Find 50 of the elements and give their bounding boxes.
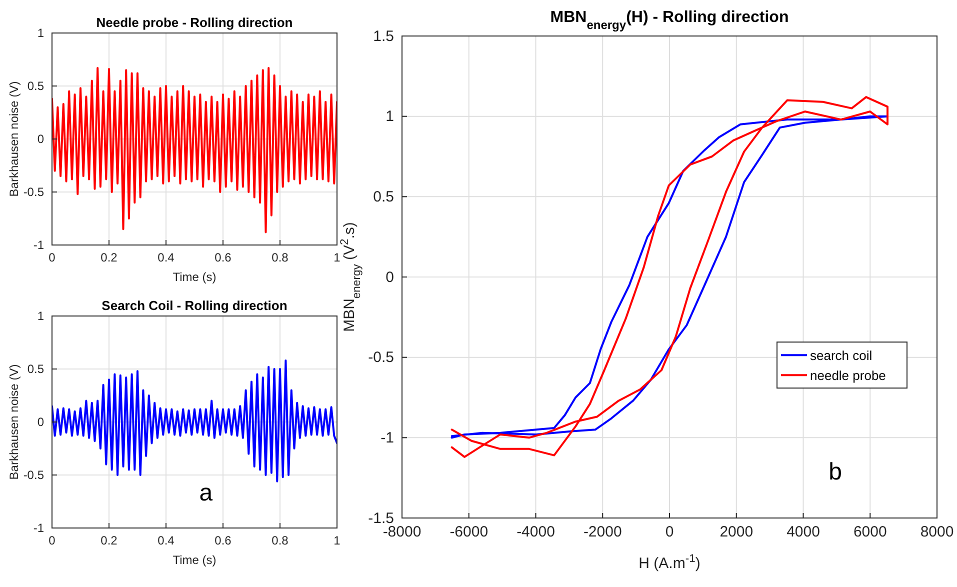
x-tick-label: -6000	[450, 524, 488, 541]
y-tick-label: -1	[33, 520, 44, 535]
y-tick-label: -0.5	[368, 349, 394, 366]
y-tick-label: 0	[386, 268, 394, 286]
y-tick-label: 0	[37, 414, 44, 429]
x-tick-label: 0.2	[100, 534, 118, 548]
y-tick-label: 0.5	[27, 78, 44, 93]
y-tick-label: 0.5	[27, 362, 44, 376]
y-tick-label: 1.5	[373, 28, 394, 45]
x-tick-label: 4000	[786, 524, 820, 541]
line-series	[52, 360, 337, 482]
x-tick-label: 1	[334, 250, 341, 265]
annotation: a	[199, 479, 214, 506]
legend-label: search coil	[810, 348, 872, 364]
y-tick-label: 0.5	[373, 188, 394, 206]
x-tick-label: 0.4	[158, 250, 175, 265]
x-tick-label: 0.6	[214, 250, 232, 265]
x-axis-title: H (A.m$^{-1}$)	[638, 553, 700, 572]
y-tick-label: 1	[37, 26, 44, 40]
annotation: b	[828, 458, 842, 486]
x-tick-label: -4000	[516, 524, 555, 541]
x-tick-label: 0.4	[158, 534, 175, 548]
x-tick-label: 6000	[853, 524, 887, 541]
x-tick-label: 0.8	[272, 250, 289, 265]
y-tick-label: 1	[386, 108, 394, 126]
y-axis-title: Barkhausen noise (V)	[7, 81, 21, 197]
chart-title: MBN$_{energy}$(H) - Rolling direction	[550, 9, 789, 32]
y-axis-title: Barkhausen noise (V)	[7, 364, 21, 480]
y-tick-label: -1	[33, 238, 44, 252]
x-tick-label: 0	[665, 524, 674, 541]
x-tick-label: -2000	[583, 524, 622, 541]
x-tick-label: 0.2	[100, 250, 118, 265]
y-tick-label: -0.5	[23, 468, 44, 482]
x-tick-label: 0.6	[214, 534, 232, 548]
line-series	[52, 66, 337, 234]
x-axis-title: Time (s)	[172, 553, 216, 567]
y-tick-label: 1	[37, 308, 44, 323]
x-tick-label: 0	[48, 534, 56, 548]
x-tick-label: 0.8	[272, 534, 289, 548]
x-tick-label: 2000	[720, 524, 754, 541]
x-tick-label: 1	[334, 534, 341, 548]
y-tick-label: -1	[380, 429, 394, 446]
y-tick-label: 0	[37, 132, 44, 146]
legend-label: needle probe	[810, 368, 886, 384]
x-tick-label: 8000	[920, 524, 954, 541]
chart-title: Needle probe - Rolling direction	[96, 15, 293, 30]
x-tick-label: 0	[48, 250, 56, 265]
y-tick-label: -0.5	[23, 184, 44, 199]
x-axis-title: Time (s)	[172, 270, 216, 284]
chart-title: Search Coil - Rolling direction	[102, 298, 288, 313]
